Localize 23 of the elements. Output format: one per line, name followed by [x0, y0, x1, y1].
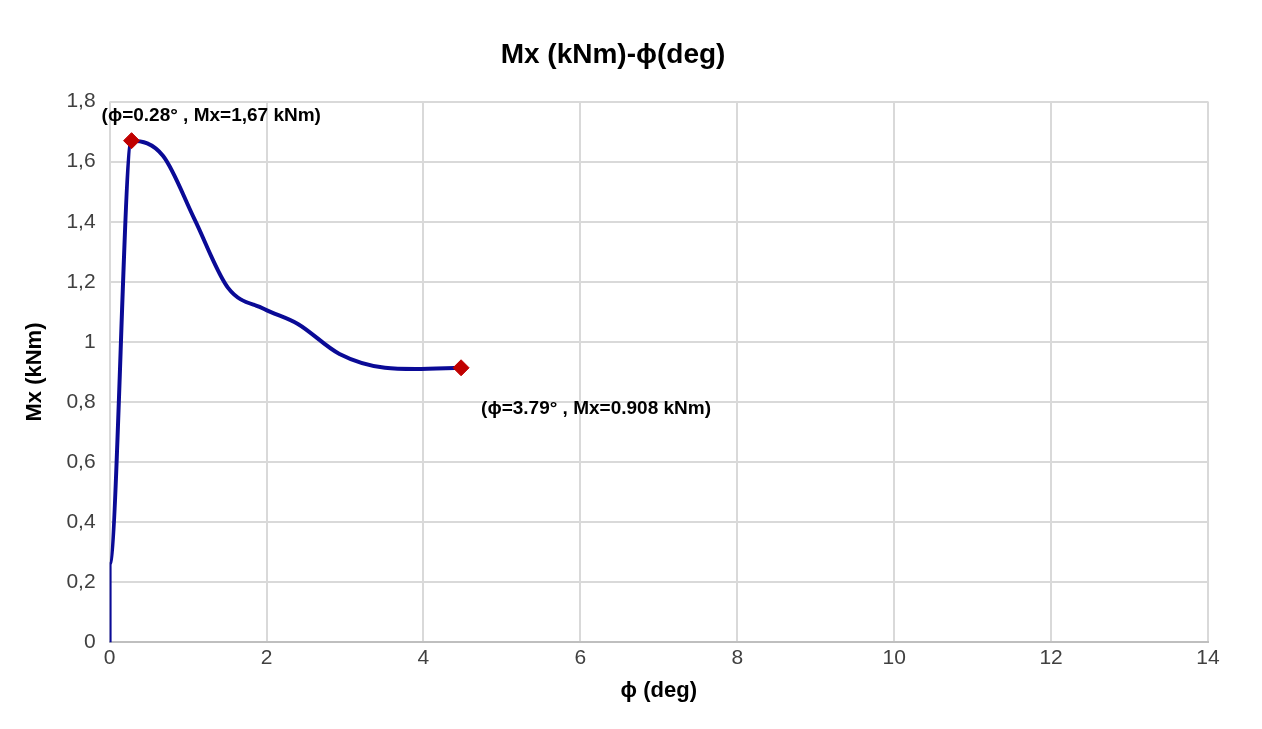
annotation: (ϕ=3.79° , Mx=0.908 kNm) [481, 397, 711, 419]
y-tick-label: 1,6 [66, 148, 96, 172]
x-tick-label: 10 [882, 644, 906, 668]
x-tick-label: 6 [574, 644, 587, 668]
y-tick-label: 1,8 [66, 88, 96, 112]
x-tick-label: 12 [1039, 644, 1063, 668]
y-tick-label: 1 [83, 328, 96, 352]
y-tick-label: 0,2 [66, 569, 96, 593]
y-axis-title: Mx (kNm) [21, 322, 47, 422]
y-tick-label: 1,4 [66, 208, 96, 232]
y-tick-label: 0,4 [66, 509, 96, 533]
chart-title: Mx (kNm)-ϕ(deg) [500, 37, 726, 69]
x-tick-label: 0 [103, 644, 116, 668]
y-tick-label: 0,6 [66, 448, 96, 472]
x-axis-title: ϕ (deg) [620, 676, 697, 702]
x-tick-label: 2 [260, 644, 273, 668]
y-tick-label: 1,2 [66, 268, 96, 292]
x-tick-label: 4 [417, 644, 430, 668]
x-tick-label: 14 [1196, 644, 1220, 668]
y-tick-label: 0,8 [66, 388, 96, 412]
annotation: (ϕ=0.28° , Mx=1,67 kNm) [101, 103, 321, 125]
y-tick-label: 0 [83, 629, 96, 653]
x-tick-label: 8 [731, 644, 744, 668]
